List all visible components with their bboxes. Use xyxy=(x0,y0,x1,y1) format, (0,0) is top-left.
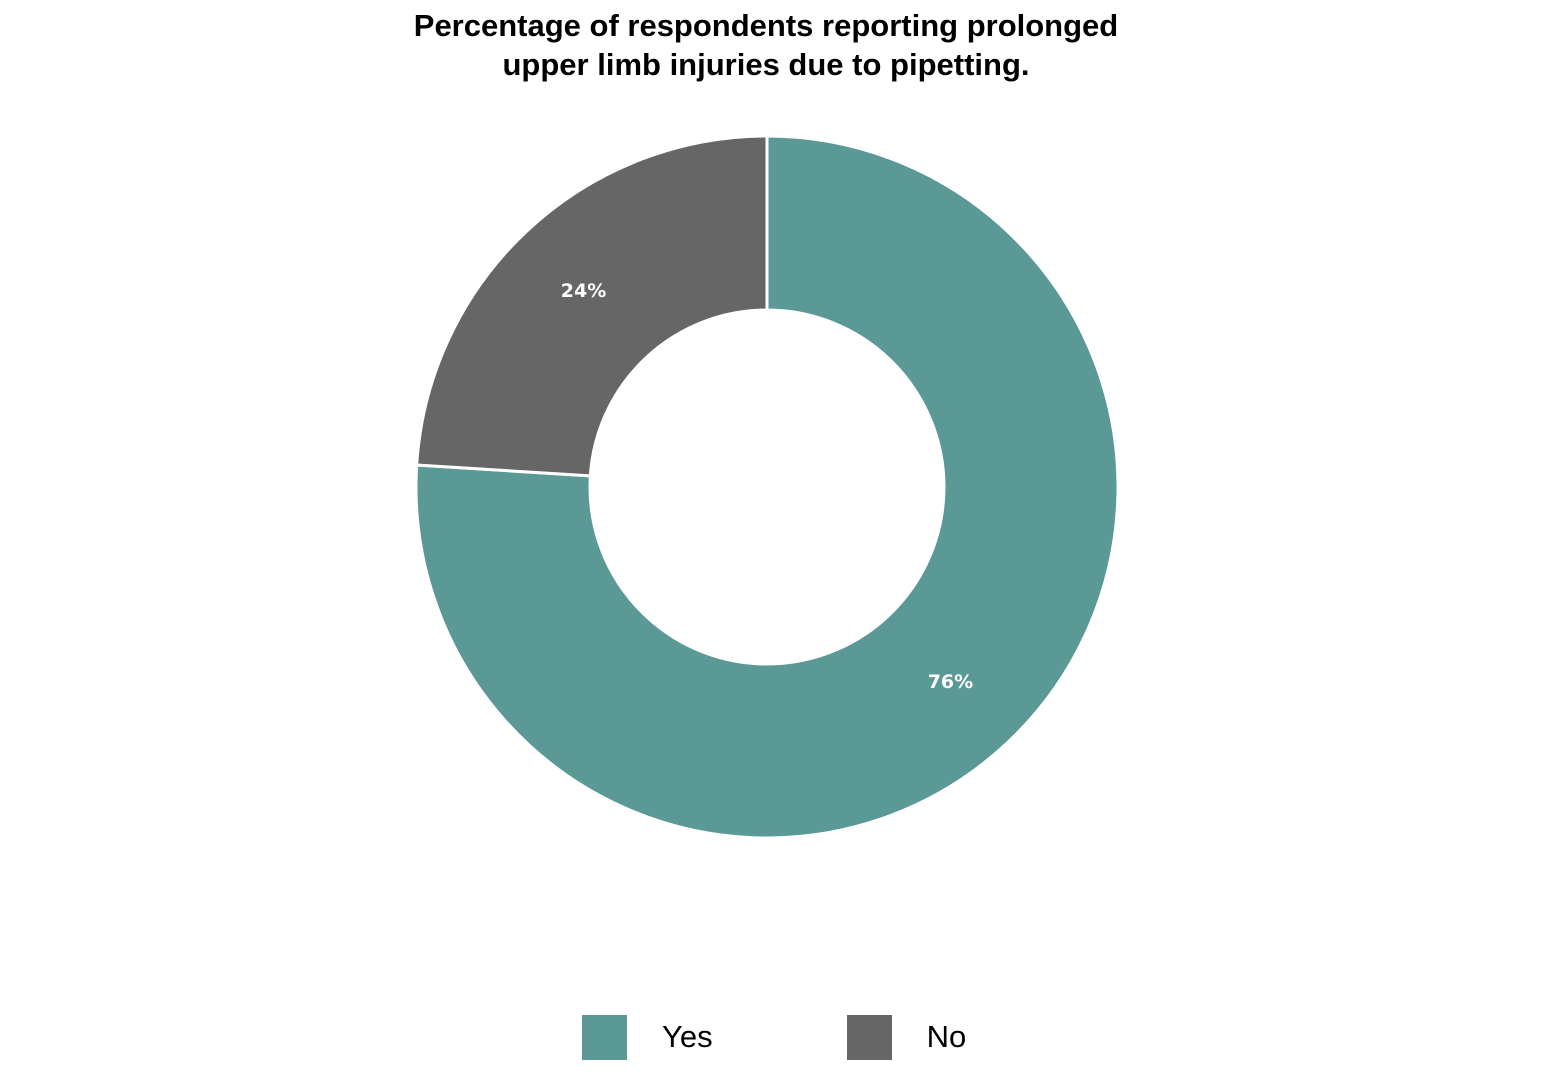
donut-slice-no xyxy=(415,134,769,478)
legend-swatch-yes xyxy=(582,1014,627,1060)
legend-item-no: No xyxy=(846,1014,967,1060)
legend-item-yes: Yes xyxy=(582,1014,713,1060)
data-label-no: 24% xyxy=(561,280,606,302)
legend-label-no: No xyxy=(926,1019,967,1054)
legend: Yes No xyxy=(582,1014,966,1060)
chart-title-line-2: upper limb injuries due to pipetting. xyxy=(502,47,1030,82)
legend-swatch-no xyxy=(846,1014,892,1060)
chart-title: Percentage of respondents reporting prol… xyxy=(0,6,1532,84)
chart-title-line-1: Percentage of respondents reporting prol… xyxy=(413,8,1119,43)
data-label-yes: 76% xyxy=(928,671,973,693)
donut-slice-yes xyxy=(414,134,1120,840)
legend-label-yes: Yes xyxy=(662,1019,713,1054)
